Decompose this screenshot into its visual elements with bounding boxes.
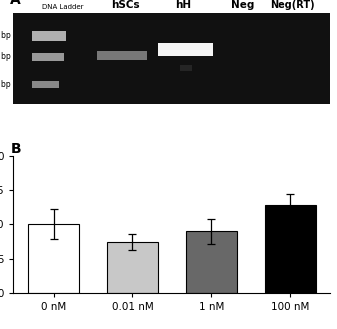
Text: B: B: [10, 142, 21, 156]
Bar: [97, 51, 147, 60]
Bar: [32, 81, 59, 88]
Text: 350 bp: 350 bp: [0, 32, 10, 40]
Text: 250 bp: 250 bp: [0, 80, 10, 89]
Text: Neg(RT): Neg(RT): [270, 0, 314, 10]
Bar: [180, 65, 192, 71]
Text: hSCs: hSCs: [112, 0, 140, 10]
Text: hH: hH: [175, 0, 191, 10]
Text: DNA Ladder: DNA Ladder: [42, 4, 83, 10]
Bar: [32, 32, 66, 40]
Text: A: A: [10, 0, 21, 7]
Bar: [107, 242, 158, 293]
Bar: [186, 231, 237, 293]
Bar: [28, 224, 79, 293]
Bar: [32, 53, 64, 61]
Text: Neg: Neg: [232, 0, 255, 10]
Bar: [265, 205, 316, 293]
Bar: [158, 43, 213, 56]
Text: 300 bp: 300 bp: [0, 53, 10, 62]
